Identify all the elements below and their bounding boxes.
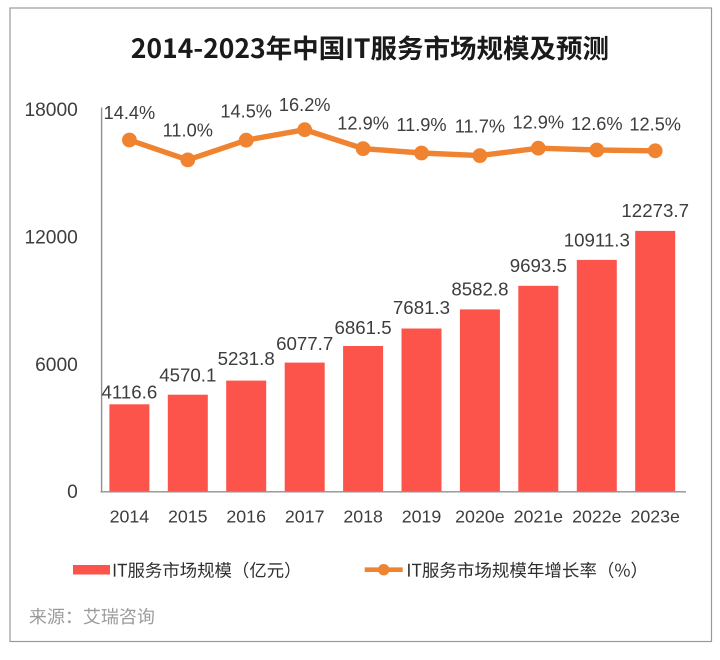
svg-text:12.9%: 12.9% bbox=[513, 112, 565, 132]
svg-text:2014: 2014 bbox=[110, 506, 150, 526]
svg-text:6077.7: 6077.7 bbox=[276, 333, 333, 354]
svg-text:2016: 2016 bbox=[226, 506, 266, 526]
svg-text:12000: 12000 bbox=[24, 227, 77, 248]
svg-text:2019: 2019 bbox=[402, 506, 442, 526]
svg-text:11.7%: 11.7% bbox=[455, 116, 505, 136]
svg-text:2020e: 2020e bbox=[455, 506, 505, 526]
svg-text:10911.3: 10911.3 bbox=[564, 229, 630, 250]
svg-text:9693.5: 9693.5 bbox=[510, 255, 567, 276]
svg-text:6861.5: 6861.5 bbox=[335, 317, 392, 338]
svg-text:2017: 2017 bbox=[285, 506, 325, 526]
svg-text:12.5%: 12.5% bbox=[629, 115, 681, 135]
svg-text:8582.8: 8582.8 bbox=[451, 279, 508, 300]
svg-text:2015: 2015 bbox=[168, 506, 208, 526]
svg-text:2022e: 2022e bbox=[572, 506, 622, 526]
svg-text:6000: 6000 bbox=[35, 355, 78, 376]
svg-text:12273.7: 12273.7 bbox=[621, 200, 689, 221]
svg-text:2018: 2018 bbox=[343, 506, 383, 526]
svg-text:4570.1: 4570.1 bbox=[159, 364, 216, 385]
svg-text:4116.6: 4116.6 bbox=[102, 382, 158, 403]
svg-text:12.6%: 12.6% bbox=[571, 114, 623, 134]
svg-text:0: 0 bbox=[67, 482, 78, 503]
svg-text:16.2%: 16.2% bbox=[279, 95, 331, 115]
svg-text:7681.3: 7681.3 bbox=[393, 297, 450, 318]
svg-text:5231.8: 5231.8 bbox=[218, 348, 275, 369]
svg-text:18000: 18000 bbox=[24, 100, 77, 121]
svg-text:11.9%: 11.9% bbox=[396, 115, 446, 135]
svg-text:2021e: 2021e bbox=[514, 506, 564, 526]
svg-text:2023e: 2023e bbox=[630, 506, 680, 526]
svg-text:14.4%: 14.4% bbox=[104, 103, 156, 123]
svg-text:14.5%: 14.5% bbox=[220, 101, 272, 121]
svg-text:11.0%: 11.0% bbox=[163, 120, 213, 140]
svg-text:12.9%: 12.9% bbox=[337, 113, 389, 133]
